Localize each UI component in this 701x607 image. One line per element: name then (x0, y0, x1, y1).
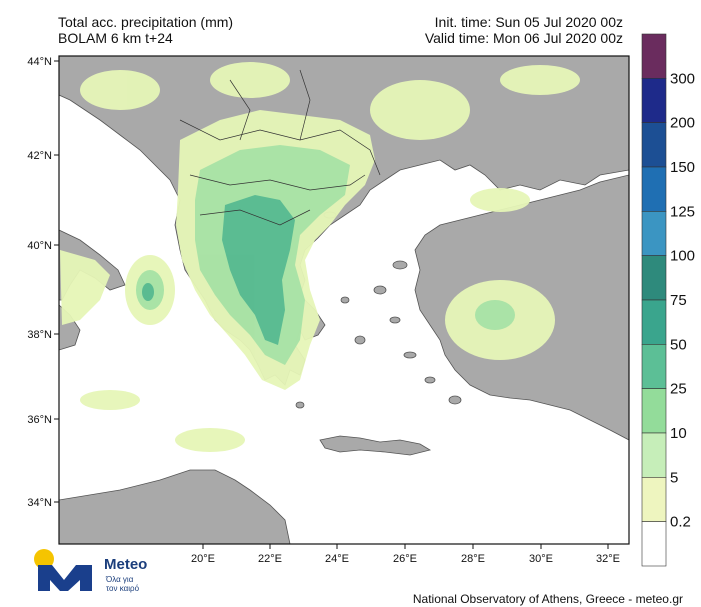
colorbar-swatch (641, 122, 667, 168)
island (389, 316, 401, 324)
colorbar-label: 25 (670, 381, 687, 398)
lon-label: 30°E (529, 553, 553, 565)
lat-label: 34°N (27, 497, 52, 509)
island (340, 296, 350, 304)
map-content (59, 56, 629, 544)
island (295, 401, 305, 409)
colorbar: 300 200 150 125 100 75 50 25 10 5 0.2 (641, 33, 695, 567)
colorbar-swatch (641, 166, 667, 212)
valid-time: Valid time: Mon 06 Jul 2020 00z (424, 30, 623, 46)
lat-label: 40°N (27, 240, 52, 252)
colorbar-label: 100 (670, 248, 695, 265)
lon-label: 26°E (393, 553, 417, 565)
colorbar-label: 10 (670, 425, 687, 442)
footer-credit: National Observatory of Athens, Greece -… (412, 592, 683, 606)
colorbar-label: 50 (670, 336, 687, 353)
country-borders (179, 69, 381, 226)
model-label: BOLAM 6 km t+24 (58, 30, 173, 46)
island (354, 335, 366, 345)
lat-ticks (54, 60, 59, 503)
lat-label: 44°N (27, 56, 52, 68)
island (392, 260, 408, 270)
colorbar-label: 75 (670, 292, 687, 309)
lat-label: 38°N (27, 329, 52, 341)
land-crete (319, 435, 432, 456)
meteo-logo-icon (34, 549, 92, 591)
lat-label: 36°N (27, 414, 52, 426)
map-title: Total acc. precipitation (mm) (58, 14, 234, 30)
land-africa (59, 469, 291, 544)
colorbar-label: 0.2 (670, 514, 691, 531)
map-border (58, 55, 630, 545)
lon-label: 20°E (191, 553, 215, 565)
island (424, 376, 436, 384)
colorbar-label: 125 (670, 203, 695, 220)
island (403, 351, 417, 359)
island (448, 395, 462, 405)
init-time: Init. time: Sun 05 Jul 2020 00z (434, 14, 623, 30)
lat-label: 42°N (27, 150, 52, 162)
colorbar-swatch (641, 388, 667, 434)
colorbar-label: 300 (670, 70, 695, 87)
colorbar-swatch (641, 78, 667, 123)
colorbar-swatch (641, 477, 667, 522)
lon-ticks (202, 544, 609, 549)
lon-label: 32°E (596, 553, 620, 565)
logo-tagline: Όλα για (106, 575, 134, 584)
logo-text: Meteo (104, 556, 148, 573)
colorbar-swatch (641, 255, 667, 301)
precip-heavy (142, 195, 295, 345)
island (373, 285, 387, 295)
colorbar-swatch (641, 521, 667, 567)
colorbar-label: 5 (670, 469, 678, 486)
colorbar-swatch (641, 344, 667, 389)
colorbar-label: 200 (670, 115, 695, 132)
logo-tagline: τον καιρό (106, 584, 140, 593)
lon-label: 24°E (325, 553, 349, 565)
lon-label: 28°E (461, 553, 485, 565)
colorbar-label: 150 (670, 159, 695, 176)
colorbar-swatch (641, 211, 667, 256)
colorbar-swatch (641, 33, 667, 79)
colorbar-swatch (641, 432, 667, 478)
colorbar-swatch (641, 299, 667, 345)
lon-label: 22°E (258, 553, 282, 565)
